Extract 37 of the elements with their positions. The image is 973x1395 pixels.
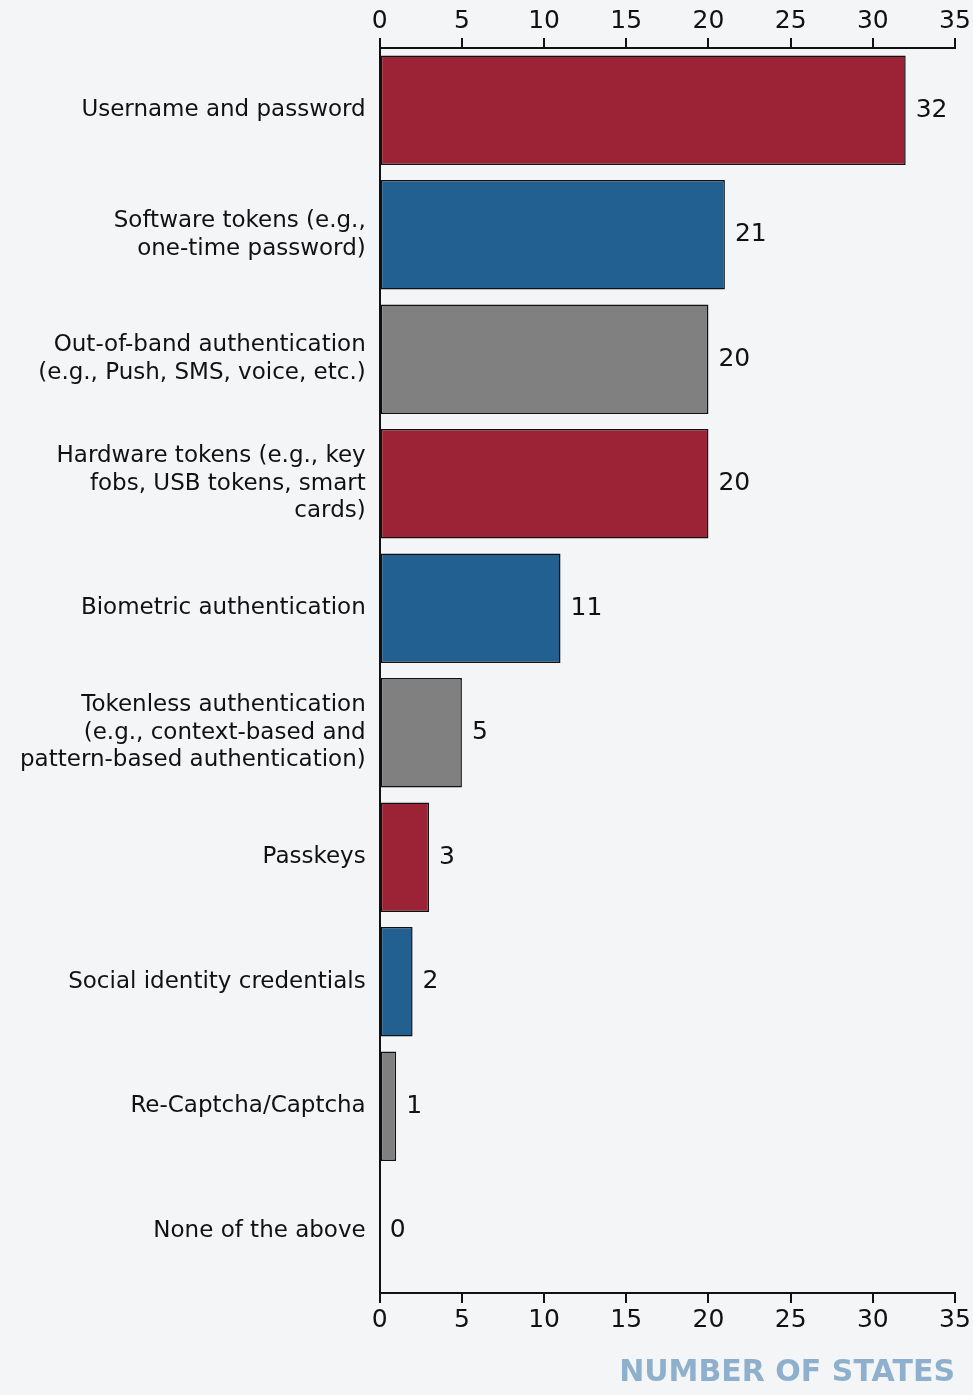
- x2-tick-label: 10: [528, 1303, 560, 1333]
- x-tick-label: 15: [610, 4, 643, 34]
- x-tick-label: 0: [371, 4, 388, 34]
- y-tick-label: Out-of-band authentication (e.g., Push, SMS, voice, etc.): [38, 330, 366, 385]
- data-label: 2: [422, 965, 439, 995]
- y-tick-label: Passkeys: [262, 842, 366, 869]
- x-tick-label: 5: [453, 4, 470, 34]
- y-tick-label: Biometric authentication: [80, 593, 366, 620]
- data-label: 3: [439, 840, 455, 870]
- x2-tick-label: 35: [939, 1303, 971, 1333]
- x-tick-label: 10: [528, 4, 560, 34]
- x-tick-label: 30: [856, 4, 889, 34]
- y-tick-label: Tokenless authentication (e.g., context-based and pattern-based authentication): [20, 690, 366, 772]
- x2-tick-label: 0: [371, 1303, 388, 1333]
- y-tick-label: Software tokens (e.g., one-time password): [113, 205, 366, 260]
- x2-tick-label: 15: [610, 1303, 643, 1333]
- data-label: 0: [389, 1214, 406, 1244]
- data-label: 1: [406, 1089, 423, 1119]
- data-label: 11: [570, 591, 603, 621]
- x2-tick-label: 5: [453, 1303, 470, 1333]
- data-label: 21: [734, 218, 767, 248]
- x-axis-title: NUMBER OF STATES: [619, 1352, 955, 1388]
- y-tick-label: Re-Captcha/Captcha: [130, 1091, 366, 1118]
- x2-tick-label: 25: [774, 1303, 807, 1333]
- x2-tick-label: 30: [856, 1303, 889, 1333]
- data-label: 20: [718, 467, 751, 497]
- y-tick-label: Hardware tokens (e.g., key fobs, USB tokens, smart cards): [56, 441, 366, 523]
- y-tick-label: Social identity credentials: [68, 966, 366, 993]
- y-tick-label: Username and password: [81, 95, 366, 122]
- data-label: 32: [915, 93, 948, 123]
- x-tick-label: 20: [692, 4, 725, 34]
- x-tick-label: 35: [939, 4, 971, 34]
- data-label: 20: [718, 342, 751, 372]
- x-tick-label: 25: [774, 4, 807, 34]
- data-label: 5: [471, 716, 488, 746]
- x2-tick-label: 20: [692, 1303, 725, 1333]
- y-tick-label: None of the above: [153, 1215, 366, 1242]
